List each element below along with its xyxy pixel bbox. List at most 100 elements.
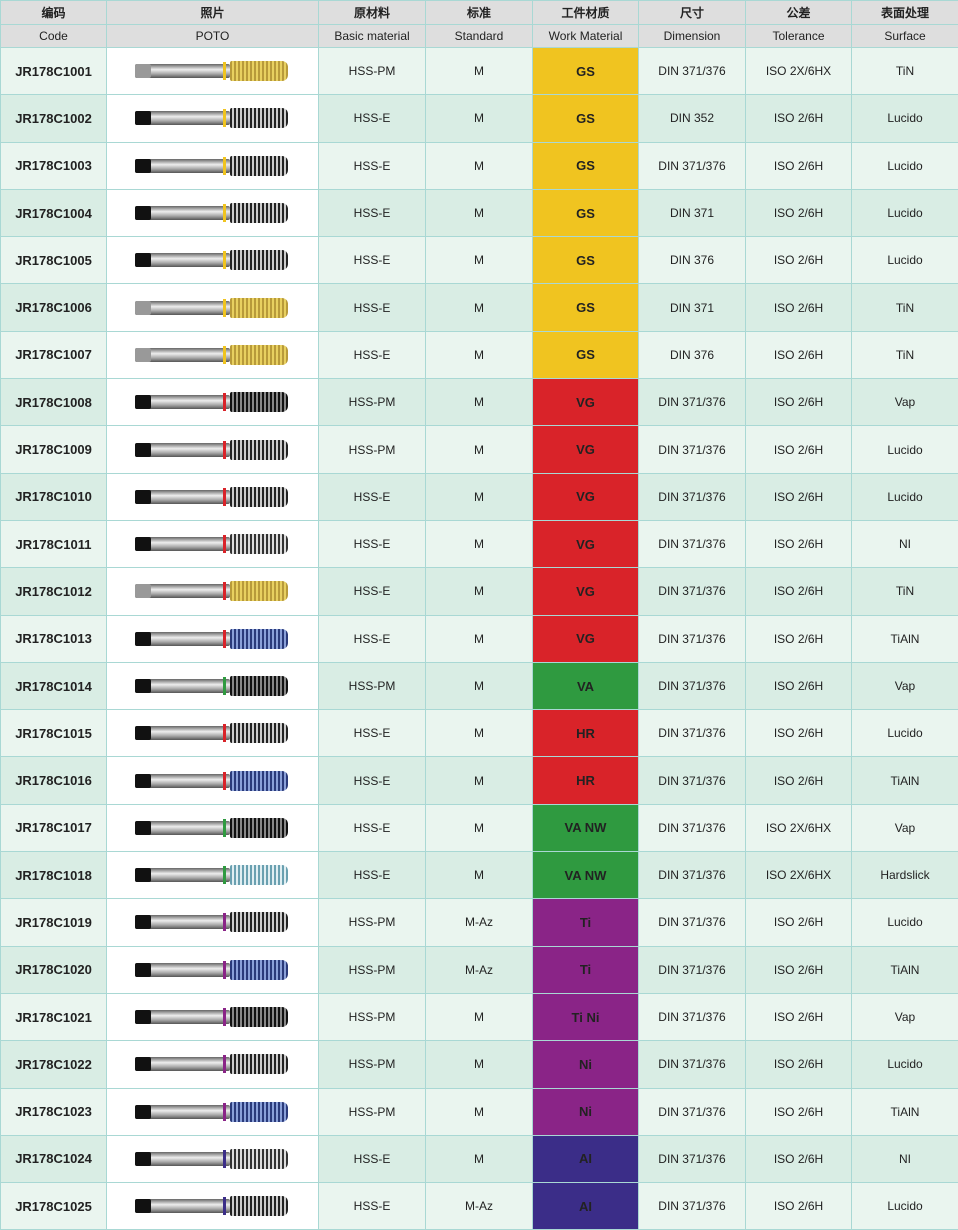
cell-dimension: DIN 371/376 xyxy=(638,709,746,758)
cell-tolerance: ISO 2X/6HX xyxy=(745,803,852,853)
table-row: JR178C1007 HSS-E M GS DIN 376 ISO 2/6H TiN xyxy=(0,330,958,380)
cell-standard: M-Az xyxy=(425,898,533,947)
tap-shank xyxy=(134,253,230,268)
tap-photo xyxy=(106,756,319,805)
tap-photo xyxy=(106,1182,319,1230)
cell-dimension: DIN 371/376 xyxy=(638,425,746,474)
cell-standard: M-Az xyxy=(425,945,533,994)
cell-basic-material: HSS-E xyxy=(318,1182,426,1230)
tap-image xyxy=(134,486,291,508)
tap-square xyxy=(134,206,151,221)
cell-dimension: DIN 371/376 xyxy=(638,898,746,947)
cell-code: JR178C1006 xyxy=(0,283,107,332)
cell-surface: TiAlN xyxy=(851,756,958,805)
tap-photo xyxy=(106,330,319,380)
cell-standard: M xyxy=(425,236,533,285)
table-row: JR178C1005 HSS-E M GS DIN 376 ISO 2/6H Lucido xyxy=(0,236,958,285)
cell-surface: TiAlN xyxy=(851,945,958,994)
cell-code: JR178C1025 xyxy=(0,1182,107,1230)
tap-thread xyxy=(229,61,288,82)
tap-shank xyxy=(134,395,230,410)
cell-basic-material: HSS-PM xyxy=(318,1087,426,1136)
cell-code: JR178C1008 xyxy=(0,378,107,427)
cell-tolerance: ISO 2X/6HX xyxy=(745,46,852,96)
tap-thread xyxy=(229,297,288,318)
cell-surface: Lucido xyxy=(851,425,958,474)
cell-standard: M xyxy=(425,330,533,380)
cell-tolerance: ISO 2/6H xyxy=(745,378,852,427)
cell-code: JR178C1016 xyxy=(0,756,107,805)
tap-square xyxy=(134,442,151,457)
tap-color-ring xyxy=(222,440,226,459)
cell-work-material: VA xyxy=(532,661,639,711)
tap-color-ring xyxy=(222,487,226,506)
cell-standard: M xyxy=(425,283,533,332)
tap-shank xyxy=(134,1199,230,1214)
table-row: JR178C1008 HSS-PM M VG DIN 371/376 ISO 2/6H Va… xyxy=(0,378,958,427)
tap-thread xyxy=(229,1196,288,1217)
tap-square xyxy=(134,64,151,79)
cell-tolerance: ISO 2/6H xyxy=(745,709,852,758)
tap-image xyxy=(134,249,291,271)
header-surface-en: Surface xyxy=(851,24,958,48)
table-row: JR178C1003 HSS-E M GS DIN 371/376 ISO 2/6H Luc… xyxy=(0,141,958,190)
cell-work-material: VA NW xyxy=(532,803,639,853)
cell-work-material: VG xyxy=(532,425,639,474)
tap-color-ring xyxy=(222,913,226,932)
cell-work-material: Ni xyxy=(532,1040,639,1089)
cell-dimension: DIN 371/376 xyxy=(638,1040,746,1089)
cell-code: JR178C1004 xyxy=(0,188,107,238)
cell-dimension: DIN 371 xyxy=(638,188,746,238)
cell-basic-material: HSS-E xyxy=(318,756,426,805)
tap-thread xyxy=(229,676,288,696)
cell-code: JR178C1013 xyxy=(0,614,107,663)
cell-dimension: DIN 371/376 xyxy=(638,1182,746,1230)
tap-thread xyxy=(229,155,288,176)
cell-code: JR178C1007 xyxy=(0,330,107,380)
header-work-material-cn: 工件材质 xyxy=(532,0,639,25)
tap-square xyxy=(134,962,151,977)
cell-tolerance: ISO 2X/6HX xyxy=(745,851,852,900)
cell-surface: TiAlN xyxy=(851,1087,958,1136)
cell-surface: Lucido xyxy=(851,898,958,947)
tap-thread xyxy=(229,1007,288,1028)
cell-dimension: DIN 371/376 xyxy=(638,945,746,994)
tap-color-ring xyxy=(222,818,226,837)
tap-color-ring xyxy=(222,629,226,648)
tap-thread xyxy=(229,817,288,838)
cell-surface: Vap xyxy=(851,803,958,853)
cell-work-material: HR xyxy=(532,756,639,805)
header-tolerance-cn: 公差 xyxy=(745,0,852,25)
cell-dimension: DIN 371/376 xyxy=(638,614,746,663)
tap-color-ring xyxy=(222,393,226,412)
tap-thread xyxy=(229,581,288,602)
tap-photo xyxy=(106,46,319,96)
tap-image xyxy=(134,1053,291,1075)
cell-surface: Lucido xyxy=(851,1182,958,1230)
cell-standard: M xyxy=(425,661,533,711)
cell-code: JR178C1012 xyxy=(0,567,107,616)
tap-color-ring xyxy=(222,535,226,554)
tap-shank xyxy=(134,347,230,362)
cell-basic-material: HSS-E xyxy=(318,283,426,332)
cell-code: JR178C1024 xyxy=(0,1134,107,1184)
tap-image xyxy=(134,533,291,555)
tap-photo xyxy=(106,472,319,521)
cell-code: JR178C1010 xyxy=(0,472,107,521)
tap-image xyxy=(134,959,291,981)
table-row: JR178C1006 HSS-E M GS DIN 371 ISO 2/6H TiN xyxy=(0,283,958,332)
cell-work-material: VG xyxy=(532,614,639,663)
cell-code: JR178C1023 xyxy=(0,1087,107,1136)
cell-standard: M xyxy=(425,425,533,474)
header-tolerance-en: Tolerance xyxy=(745,24,852,48)
tap-photo xyxy=(106,992,319,1042)
tap-shank xyxy=(134,962,230,977)
tap-square xyxy=(134,395,151,410)
tap-photo xyxy=(106,425,319,474)
tap-image xyxy=(134,1006,291,1028)
cell-surface: Hardslick xyxy=(851,851,958,900)
cell-standard: M xyxy=(425,94,533,143)
tap-color-ring xyxy=(222,582,226,601)
cell-standard: M xyxy=(425,803,533,853)
tap-photo xyxy=(106,851,319,900)
